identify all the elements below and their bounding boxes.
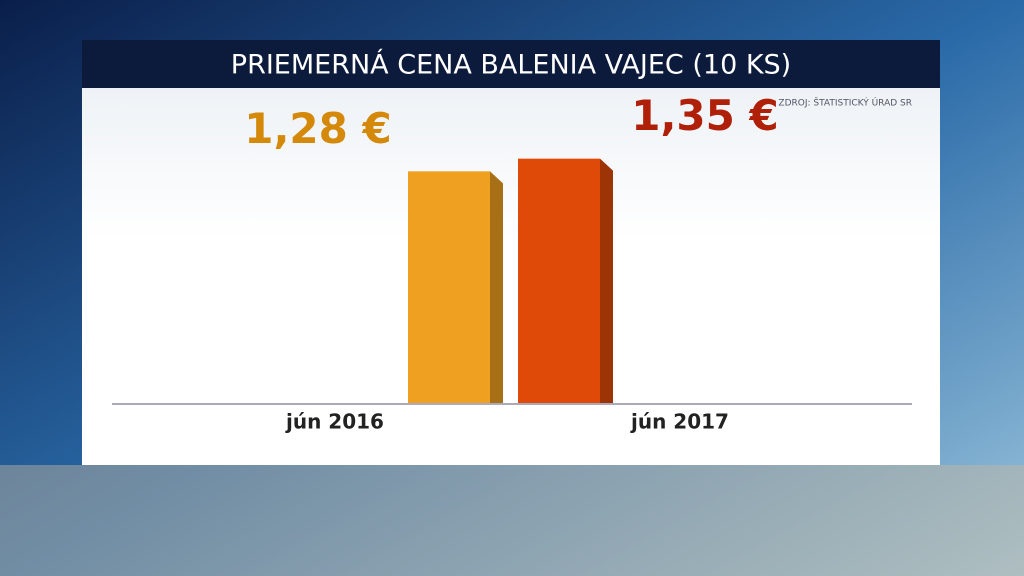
bar-side	[490, 171, 503, 403]
chart-title: PRIEMERNÁ CENA BALENIA VAJEC (10 KS)	[231, 49, 791, 81]
value-label: 1,35 €	[631, 91, 778, 140]
background-glow	[0, 465, 1024, 576]
source-note: ZDROJ: ŠTATISTICKÝ ÚRAD SR	[778, 97, 912, 109]
x-tick-label: jún 2016	[285, 410, 384, 434]
bar-side	[600, 158, 613, 403]
bar	[518, 158, 600, 403]
title-bar	[82, 40, 940, 88]
panel	[82, 88, 940, 465]
x-tick-label: jún 2017	[630, 410, 729, 434]
bar	[408, 171, 490, 403]
value-label: 1,28 €	[244, 104, 391, 153]
